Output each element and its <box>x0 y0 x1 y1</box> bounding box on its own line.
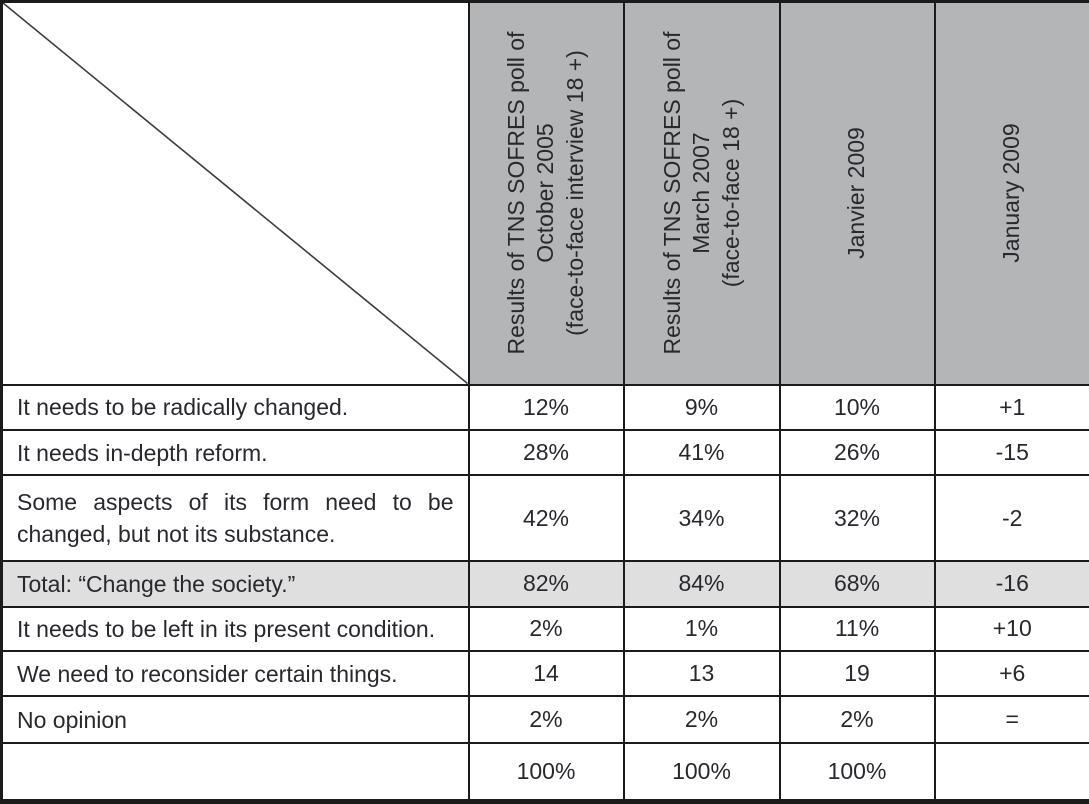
cell-value: 100% <box>467 741 625 803</box>
cell-value: 34% <box>622 474 781 563</box>
cell-value: 2% <box>622 695 781 744</box>
cell-value: 11% <box>778 605 936 653</box>
cell-value: 19 <box>778 649 936 698</box>
cell-value: 28% <box>467 428 625 477</box>
cell-value: +10 <box>933 605 1089 653</box>
cell-value: 13 <box>622 649 781 698</box>
column-header-label: Results of TNS SOFRES poll of March 2007… <box>658 31 744 355</box>
cell-value: +1 <box>933 383 1089 431</box>
table-row-total-change-society: Total: “Change the society.” 82% 84% 68%… <box>0 560 1089 608</box>
rotated-header-wrapper: January 2009 <box>937 7 1087 379</box>
cell-value: 1% <box>622 605 781 653</box>
cell-value: -15 <box>933 428 1089 477</box>
cell-value: -16 <box>933 560 1089 608</box>
cell-value: 41% <box>622 428 781 477</box>
cell-value: 82% <box>467 560 625 608</box>
rotated-header-wrapper: Janvier 2009 <box>782 7 932 379</box>
cell-value: 2% <box>467 695 625 744</box>
diagonal-line <box>3 3 468 384</box>
cell-value: 12% <box>467 383 625 431</box>
row-label: Total: “Change the society.” <box>0 560 470 608</box>
cell-value: 42% <box>467 474 625 563</box>
column-header-october-2005: Results of TNS SOFRES poll of October 20… <box>467 0 625 386</box>
table-row-in-depth-reform: It needs in-depth reform. 28% 41% 26% -1… <box>0 428 1089 477</box>
column-header-march-2007: Results of TNS SOFRES poll of March 2007… <box>622 0 781 386</box>
rotated-header-wrapper: Results of TNS SOFRES poll of March 2007… <box>627 7 777 379</box>
cell-value: 2% <box>467 605 625 653</box>
table-row-some-aspects: Some aspects of its form need to be chan… <box>0 474 1089 563</box>
cell-value: 100% <box>622 741 781 803</box>
table-row-radically-changed: It needs to be radically changed. 12% 9%… <box>0 383 1089 431</box>
table-row-column-totals: 100% 100% 100% <box>0 741 1089 803</box>
cell-value: 14 <box>467 649 625 698</box>
table-row-present-condition: It needs to be left in its present condi… <box>0 605 1089 653</box>
row-label: It needs in-depth reform. <box>0 428 470 477</box>
row-label <box>0 741 470 803</box>
cell-value: 10% <box>778 383 936 431</box>
row-label: Some aspects of its form need to be chan… <box>0 474 470 563</box>
cell-value: -2 <box>933 474 1089 563</box>
table-row-no-opinion: No opinion 2% 2% 2% = <box>0 695 1089 744</box>
cell-value: 9% <box>622 383 781 431</box>
cell-value: 100% <box>778 741 936 803</box>
column-header-label: Janvier 2009 <box>843 127 870 260</box>
rotated-header-wrapper: Results of TNS SOFRES poll of October 20… <box>471 7 621 379</box>
column-header-label: Results of TNS SOFRES poll of October 20… <box>503 31 588 355</box>
column-header-janvier-2009: Janvier 2009 <box>778 0 936 386</box>
row-label: No opinion <box>0 695 470 744</box>
row-label: It needs to be radically changed. <box>0 383 470 431</box>
cell-value: 84% <box>622 560 781 608</box>
cell-value: 32% <box>778 474 936 563</box>
column-header-label: January 2009 <box>998 123 1025 263</box>
column-header-january-2009: January 2009 <box>933 0 1089 386</box>
cell-value: +6 <box>933 649 1089 698</box>
cell-value <box>933 741 1089 803</box>
table-row-reconsider-things: We need to reconsider certain things. 14… <box>0 649 1089 698</box>
row-label: We need to reconsider certain things. <box>0 649 470 698</box>
cell-value: 26% <box>778 428 936 477</box>
cell-value: 68% <box>778 560 936 608</box>
header-row: Results of TNS SOFRES poll of October 20… <box>0 0 1089 386</box>
cell-value: 2% <box>778 695 936 744</box>
row-label: It needs to be left in its present condi… <box>0 605 470 653</box>
cell-value: = <box>933 695 1089 744</box>
corner-cell <box>0 0 470 386</box>
